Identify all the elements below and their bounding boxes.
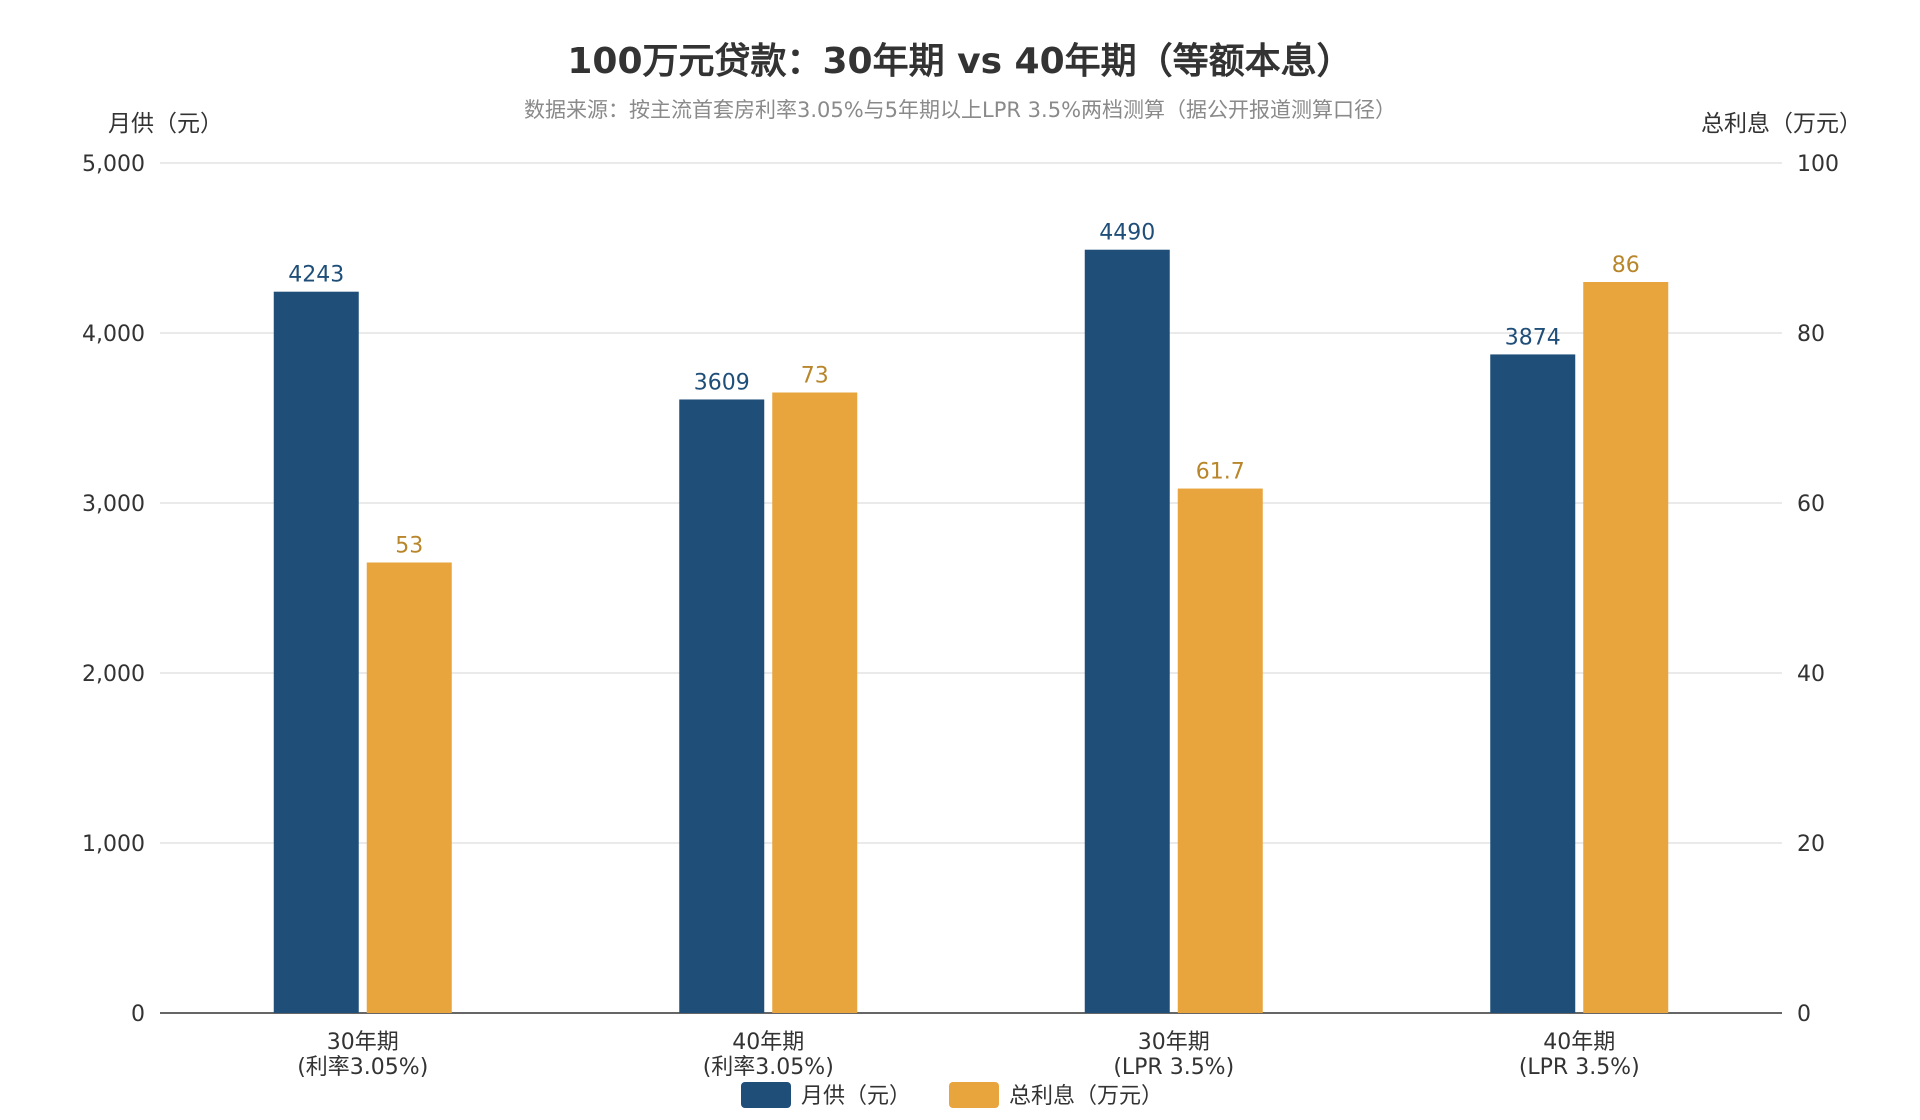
- data-label: 86: [1612, 253, 1640, 278]
- bar: [1177, 488, 1263, 1013]
- category-label: 40年期: [1543, 1030, 1615, 1055]
- category-label: 40年期: [732, 1030, 804, 1055]
- bar: [366, 562, 452, 1013]
- category-sublabel: (LPR 3.5%): [1519, 1055, 1640, 1080]
- left-tick-label: 4,000: [82, 322, 145, 347]
- data-label: 73: [801, 364, 829, 389]
- bar: [1084, 249, 1170, 1013]
- right-tick-label: 60: [1797, 492, 1825, 517]
- right-tick-label: 100: [1797, 152, 1839, 177]
- data-label: 3874: [1505, 325, 1561, 350]
- data-label: 61.7: [1196, 460, 1245, 485]
- left-tick-label: 3,000: [82, 492, 145, 517]
- chart-title: 100万元贷款：30年期 vs 40年期（等额本息）: [567, 41, 1352, 82]
- legend-label: 月供（元）: [801, 1084, 911, 1109]
- data-label: 4243: [288, 263, 344, 288]
- left-tick-label: 1,000: [82, 832, 145, 857]
- right-tick-label: 40: [1797, 662, 1825, 687]
- bar: [679, 399, 765, 1014]
- left-tick-label: 0: [131, 1002, 145, 1027]
- data-label: 4490: [1099, 221, 1155, 246]
- right-axis-title: 总利息（万元）: [1701, 111, 1862, 137]
- right-tick-label: 20: [1797, 832, 1825, 857]
- legend-swatch: [949, 1082, 999, 1108]
- legend: 月供（元） 总利息（万元）: [741, 1082, 1163, 1109]
- right-tick-label: 80: [1797, 322, 1825, 347]
- data-label: 3609: [694, 370, 750, 395]
- bar: [772, 392, 858, 1013]
- legend-swatch: [741, 1082, 791, 1108]
- bars-layer: [273, 249, 1669, 1014]
- category-label: 30年期: [327, 1030, 399, 1055]
- left-tick-label: 5,000: [82, 152, 145, 177]
- right-tick-label: 0: [1797, 1002, 1811, 1027]
- category-sublabel: (LPR 3.5%): [1113, 1055, 1234, 1080]
- chart-subtitle: 数据来源：按主流首套房利率3.05%与5年期以上LPR 3.5%两档测算（据公开…: [524, 98, 1396, 122]
- bar: [273, 291, 359, 1013]
- data-label: 53: [395, 534, 423, 559]
- left-tick-label: 2,000: [82, 662, 145, 687]
- category-sublabel: (利率3.05%): [703, 1055, 834, 1080]
- left-axis-title: 月供（元）: [108, 111, 223, 137]
- bar: [1583, 282, 1669, 1013]
- legend-label: 总利息（万元）: [1009, 1084, 1163, 1109]
- category-sublabel: (利率3.05%): [297, 1055, 428, 1080]
- bar: [1490, 354, 1576, 1013]
- category-label: 30年期: [1138, 1030, 1210, 1055]
